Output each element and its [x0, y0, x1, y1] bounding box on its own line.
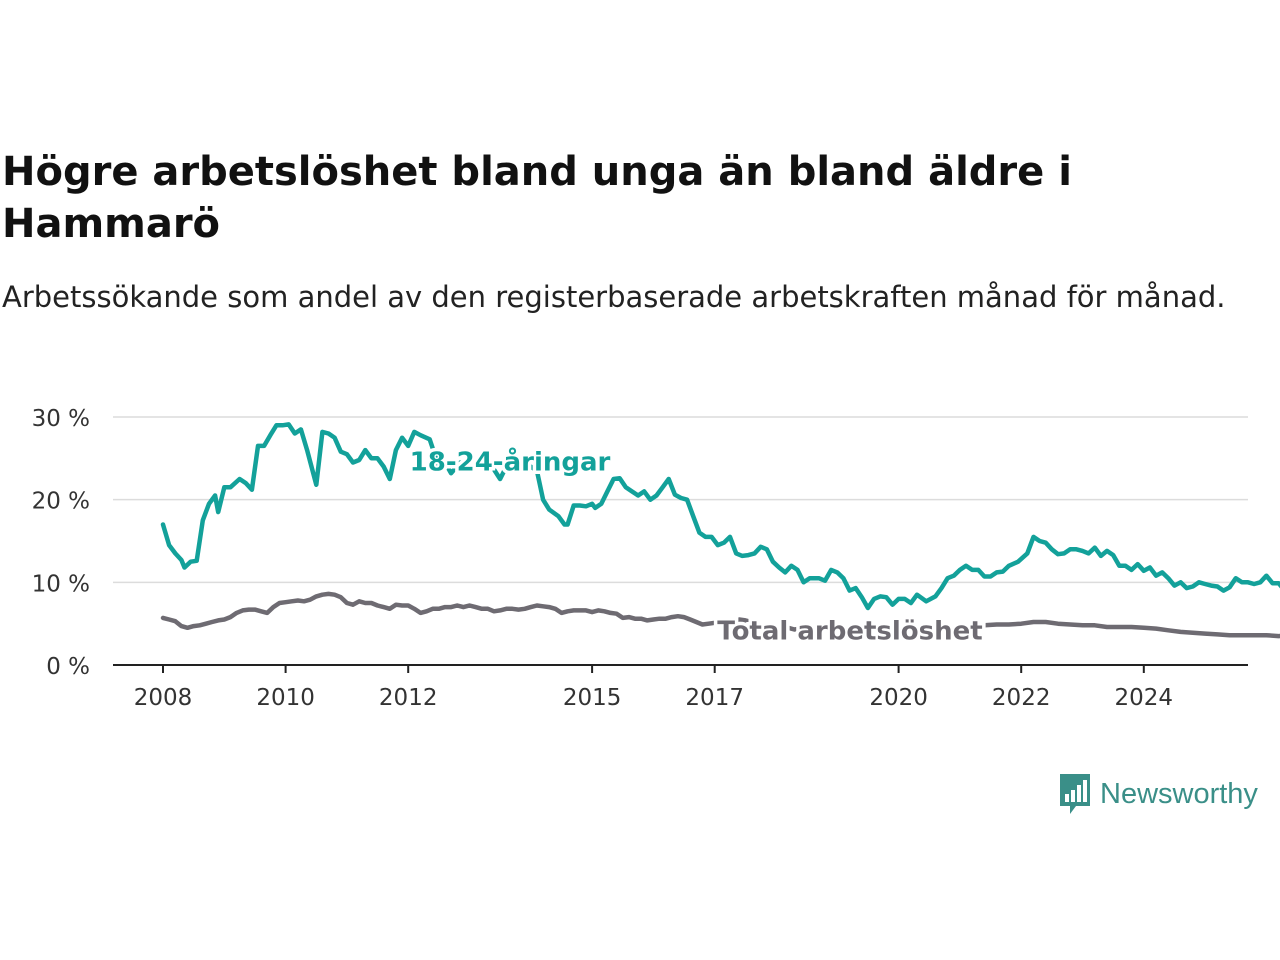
newsworthy-logo-icon	[1060, 774, 1090, 814]
y-tick-label: 0 %	[46, 654, 90, 680]
line-chart: 0 % 10 % 20 % 30 % 2008 2010 2012 2015 2017 2020…	[32, 406, 1280, 710]
x-tick-label: 2017	[685, 685, 744, 710]
series-label-total: Total arbetslöshet	[717, 616, 982, 646]
y-axis-tick-labels: 0 % 10 % 20 % 30 %	[32, 406, 90, 680]
y-tick-label: 10 %	[32, 571, 90, 597]
x-tick-label: 2024	[1115, 685, 1174, 710]
chart-subtitle: Arbetssökande som andel av den registerb…	[2, 280, 1226, 314]
series-lines	[160, 422, 1280, 639]
y-tick-label: 30 %	[32, 406, 90, 432]
brand-name: Newsworthy	[1100, 777, 1258, 810]
x-tick-label: 2020	[869, 685, 928, 710]
x-tick-label: 2015	[563, 685, 622, 710]
brand[interactable]: Newsworthy	[1058, 772, 1258, 816]
x-axis: 2008 2010 2012 2015 2017 2020 2022 2024	[113, 664, 1248, 710]
series-line-youth	[160, 422, 1280, 611]
chart-title: Högre arbetslöshet bland unga än bland ä…	[2, 149, 1072, 247]
series-line-total	[160, 591, 1280, 639]
y-tick-label: 20 %	[32, 489, 90, 515]
x-tick-label: 2010	[256, 685, 315, 710]
x-tick-label: 2008	[134, 685, 193, 710]
x-tick-label: 2012	[379, 685, 438, 710]
series-label-youth: 18-24-åringar	[410, 446, 611, 478]
x-tick-label: 2022	[992, 685, 1051, 710]
